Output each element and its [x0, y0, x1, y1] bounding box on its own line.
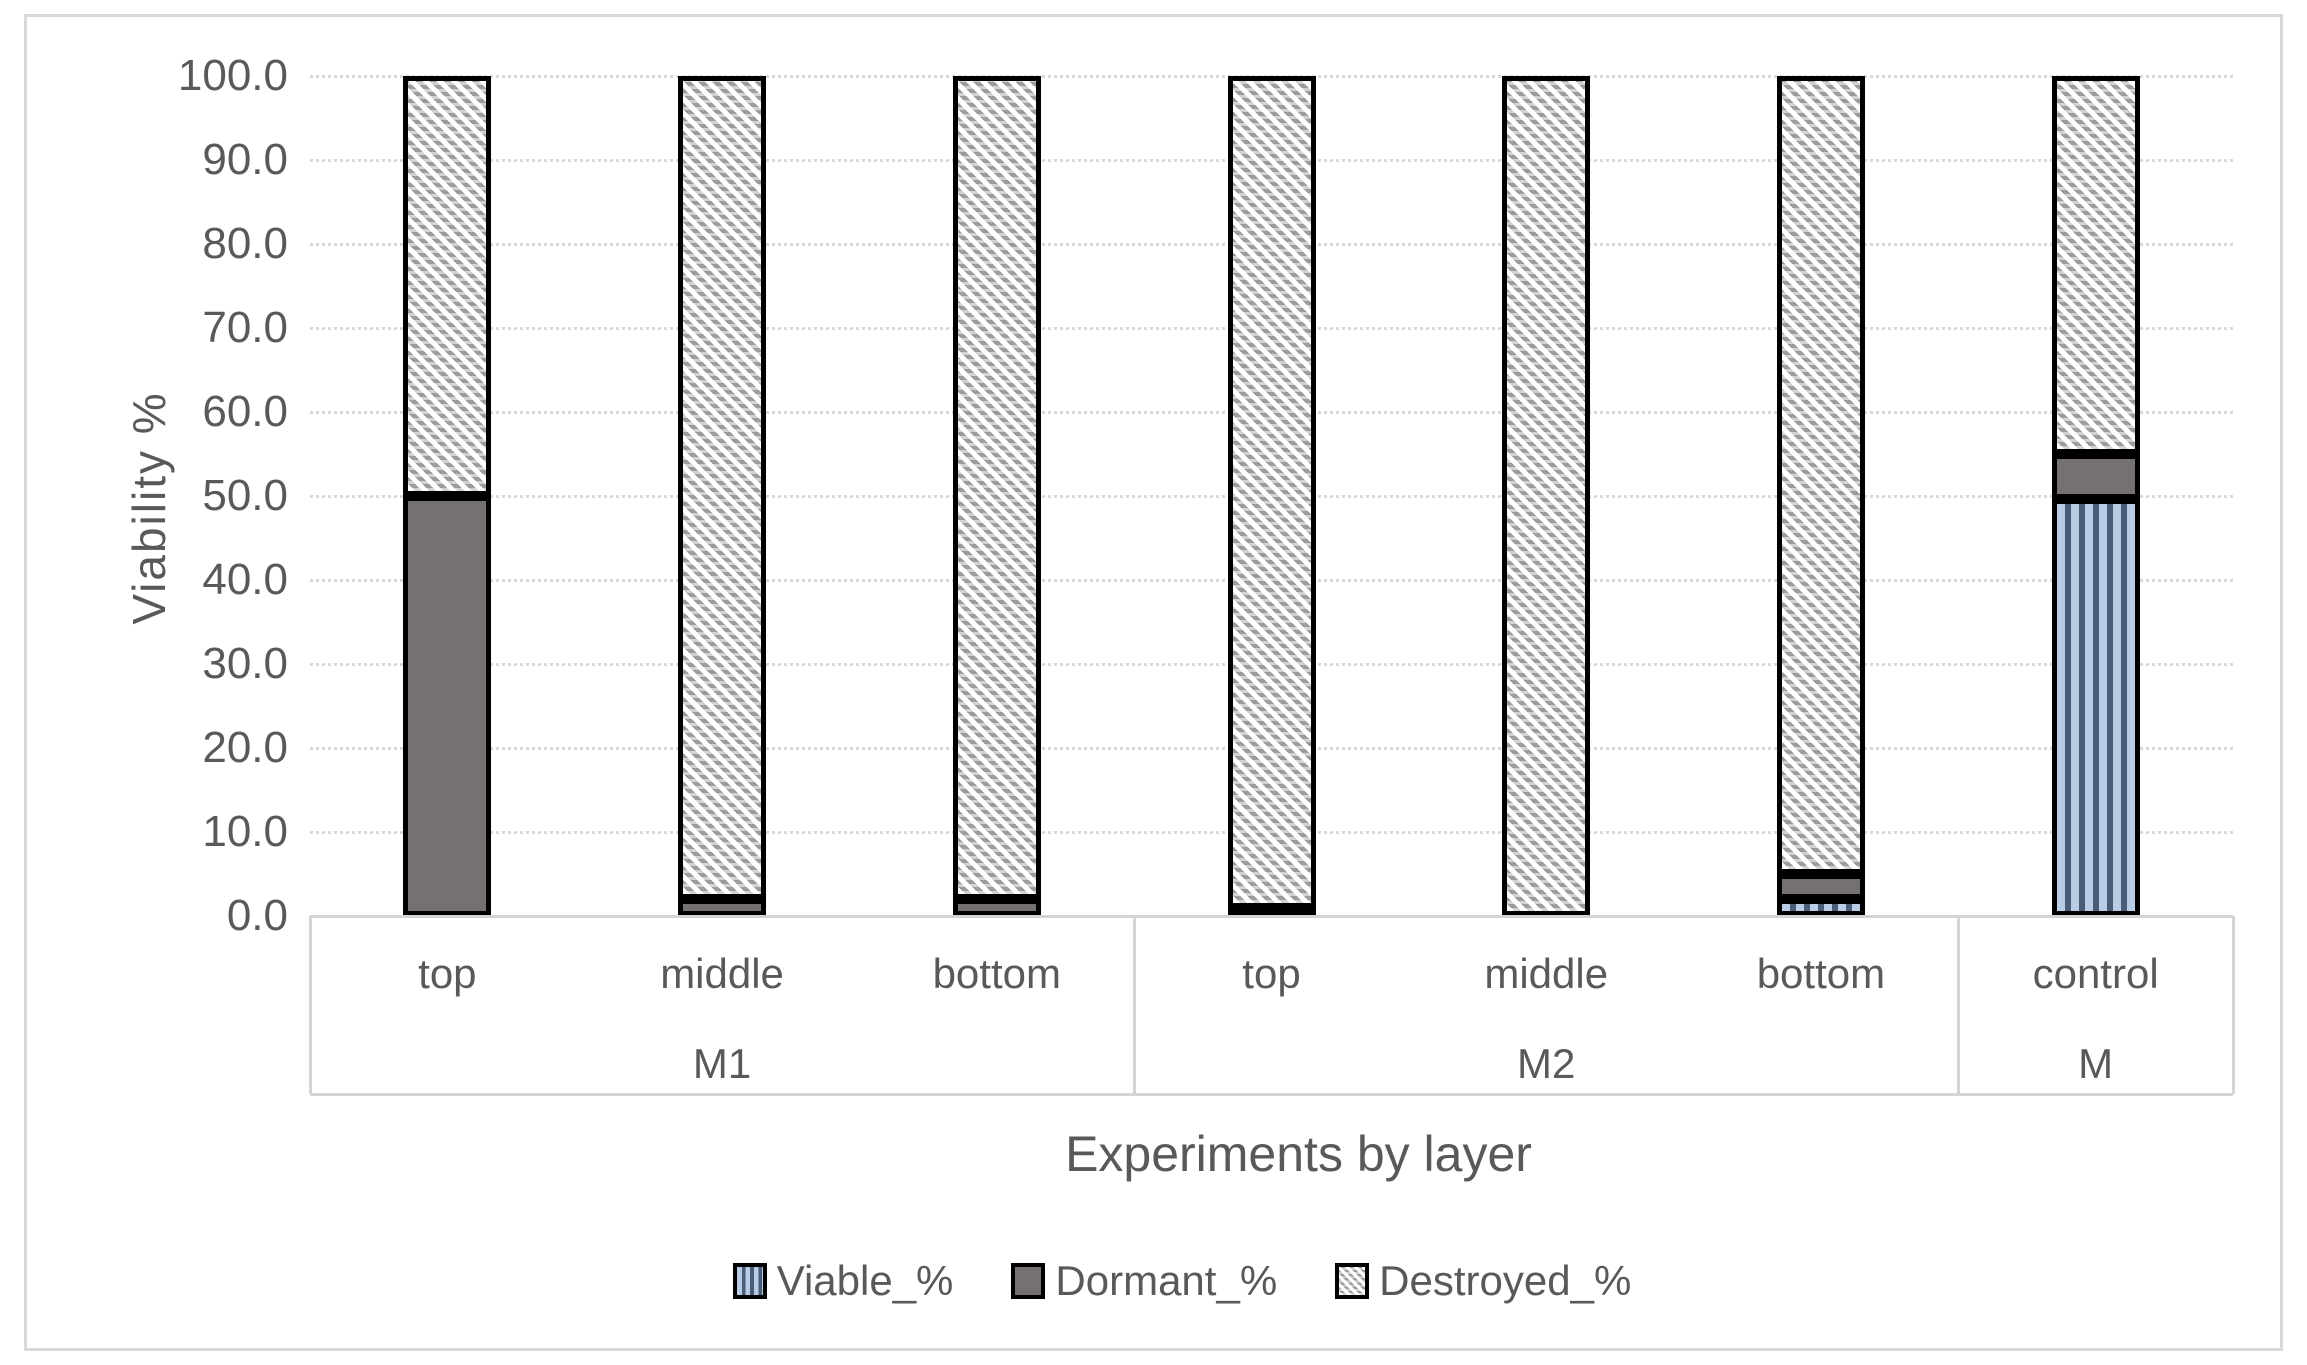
axis-band-separator: [1956, 916, 1960, 1094]
bar-segment-dormant-col7: [2051, 454, 2140, 499]
y-tick-label: 100.0: [177, 51, 288, 100]
y-tick-label: 0.0: [226, 891, 288, 940]
bar-segment-destroyed-col6: [1776, 76, 1865, 874]
x-axis-title: Experiments by layer: [1065, 1126, 1532, 1182]
legend-item-destroyed: Destroyed_%: [1335, 1257, 1631, 1305]
legend-swatch-icon: [1335, 1263, 1370, 1299]
axis-band-bottom-line: [310, 1092, 2233, 1096]
bar-segment-dormant-col2: [678, 899, 767, 916]
legend-label: Viable_%: [776, 1257, 954, 1304]
bar-segment-viable-col7: [2051, 498, 2140, 916]
bar-segment-destroyed-col2: [678, 76, 767, 900]
bar-segment-destroyed-col4: [1227, 76, 1316, 908]
y-tick-label: 50.0: [202, 471, 288, 520]
x-category-label: top: [1242, 950, 1301, 997]
bar-segment-dormant-col6: [1776, 874, 1865, 900]
y-tick-label: 40.0: [202, 555, 288, 604]
axis-band-separator: [2231, 916, 2235, 1094]
y-tick-label: 60.0: [202, 387, 288, 436]
x-category-label: middle: [660, 950, 784, 997]
legend-item-dormant: Dormant_%: [1011, 1257, 1277, 1305]
y-tick-label: 70.0: [202, 303, 288, 352]
y-tick-label: 10.0: [202, 807, 288, 856]
bar-segment-destroyed-col7: [2051, 76, 2140, 454]
x-category-label: bottom: [1756, 950, 1886, 997]
bar-segment-destroyed-col1: [403, 76, 492, 496]
x-group-label: M: [2078, 1040, 2114, 1087]
y-tick-label: 20.0: [202, 723, 288, 772]
legend: Viable_% Dormant_% Destroyed_%: [52, 1251, 2307, 1311]
bar-segment-viable-col6: [1776, 899, 1865, 916]
legend-swatch-icon: [1011, 1263, 1046, 1299]
x-group-label: M2: [1517, 1040, 1576, 1087]
x-category-label: bottom: [932, 950, 1061, 997]
bar-segment-destroyed-col3: [952, 76, 1041, 900]
legend-item-viable: Viable_%: [732, 1257, 954, 1305]
axis-band-separator: [308, 916, 312, 1094]
x-category-label: middle: [1484, 950, 1609, 997]
bar-segment-dormant-col3: [952, 899, 1041, 916]
x-category-label: control: [2032, 950, 2159, 997]
x-axis-line: [310, 914, 2233, 918]
y-tick-label: 80.0: [202, 219, 288, 268]
legend-label: Destroyed_%: [1379, 1257, 1632, 1304]
bar-segment-destroyed-col5: [1502, 76, 1591, 916]
bar-segment-dormant-col1: [403, 496, 492, 916]
x-group-label: M1: [692, 1040, 752, 1087]
y-tick-label: 30.0: [202, 639, 288, 688]
axis-band-separator: [1132, 916, 1136, 1094]
legend-swatch-icon: [732, 1263, 767, 1299]
chart-frame: Viability % Experiments by layer Viable_…: [24, 14, 2283, 1351]
legend-label: Dormant_%: [1055, 1257, 1278, 1304]
y-tick-label: 90.0: [202, 135, 288, 184]
x-category-label: top: [418, 950, 477, 997]
